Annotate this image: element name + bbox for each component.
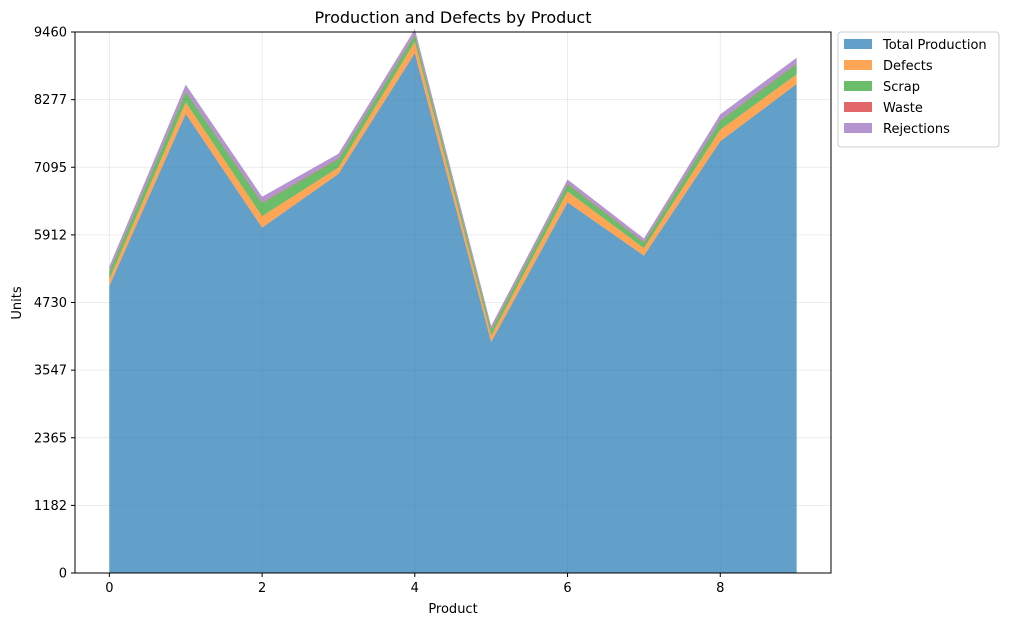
y-tick-label: 8277	[34, 93, 67, 108]
y-tick-label: 2365	[34, 431, 67, 446]
y-tick-label: 5912	[34, 228, 67, 243]
y-axis-label: Units	[10, 286, 25, 319]
x-tick-label: 4	[411, 581, 419, 596]
axes-group: 0 1182 2365 3547 4730 5912 7095 8277 9460 0 2 4 6 8	[34, 26, 832, 596]
chart-title: Production and Defects by Product	[315, 8, 592, 27]
area-total-production	[109, 53, 797, 574]
legend-label-defects: Defects	[883, 59, 933, 74]
x-tick-label: 2	[258, 581, 266, 596]
x-tick-label: 6	[563, 581, 571, 596]
legend-swatch-defects	[844, 60, 872, 70]
legend-label-scrap: Scrap	[883, 80, 920, 95]
y-tick-label: 7095	[34, 161, 67, 176]
legend-frame	[837, 31, 1000, 148]
legend: Total Production Defects Scrap Waste Rejecti…	[837, 31, 1000, 148]
y-tick-label: 0	[59, 567, 67, 582]
y-tick-label: 1182	[34, 499, 67, 514]
y-tick-label: 9460	[34, 26, 67, 41]
legend-label-rejections: Rejections	[883, 122, 950, 137]
area-defects	[109, 41, 797, 342]
legend-label-waste: Waste	[883, 101, 923, 116]
y-tick-label: 3547	[34, 364, 67, 379]
legend-label-total-production: Total Production	[882, 38, 987, 53]
area-scrap	[109, 34, 797, 336]
legend-swatch-rejections	[844, 123, 872, 133]
legend-swatch-scrap	[844, 81, 872, 91]
x-tick-label: 8	[716, 581, 724, 596]
area-series-group	[109, 29, 797, 574]
y-tick-label: 4730	[34, 296, 67, 311]
x-tick-label: 0	[105, 581, 113, 596]
area-waste	[109, 34, 797, 330]
area-rejections	[109, 29, 797, 330]
legend-swatch-total-production	[844, 39, 872, 49]
legend-swatch-waste	[844, 102, 872, 112]
x-axis-label: Product	[428, 602, 477, 617]
